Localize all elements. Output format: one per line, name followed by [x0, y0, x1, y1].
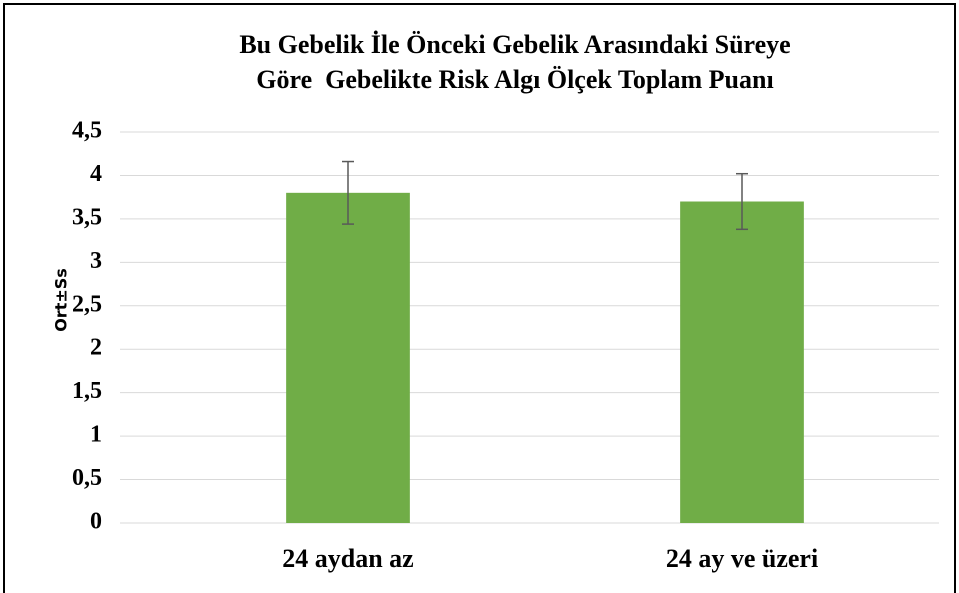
y-tick-label: 2: [90, 335, 102, 361]
x-tick-label: 24 ay ve üzeri: [666, 544, 818, 573]
chart-title: Bu Gebelik İle Önceki Gebelik Arasındaki…: [239, 30, 790, 59]
y-axis-label: Ort±Ss: [52, 268, 71, 332]
frame: [3, 3, 956, 593]
bar: [286, 192, 410, 524]
y-tick-label: 1: [90, 422, 102, 448]
chart-title: Göre Gebelikte Risk Algı Ölçek Toplam Pu…: [256, 65, 773, 94]
y-tick-label: 3,5: [72, 204, 102, 230]
y-tick-label: 0,5: [72, 465, 102, 491]
bar: [680, 201, 804, 523]
y-tick-label: 0: [90, 509, 102, 535]
y-tick-label: 2,5: [72, 291, 102, 317]
y-tick-label: 3: [90, 248, 102, 274]
y-tick-label: 4,5: [72, 118, 102, 144]
x-tick-label: 24 aydan az: [282, 544, 413, 573]
y-tick-label: 1,5: [72, 378, 102, 404]
y-tick-label: 4: [90, 161, 102, 187]
